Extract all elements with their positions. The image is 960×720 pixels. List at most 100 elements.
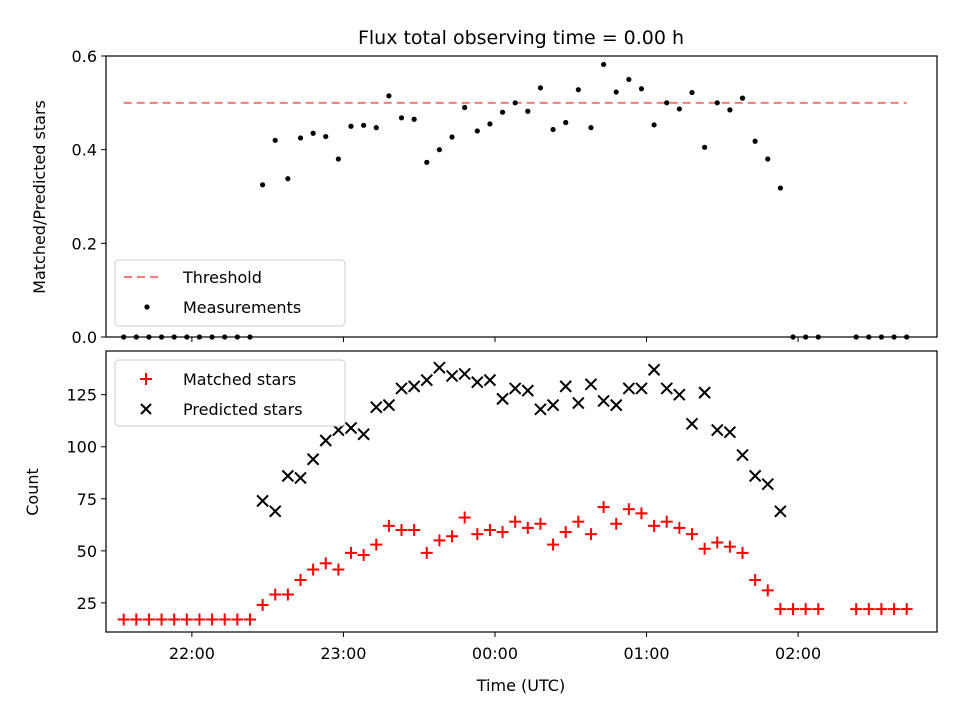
measurement-point — [600, 61, 607, 68]
measurement-point — [474, 128, 480, 134]
measurement-point — [499, 109, 506, 115]
matched-stars-point — [812, 603, 825, 616]
matched-stars-point — [597, 501, 610, 514]
top-y-tick-label: 0.2 — [72, 234, 97, 253]
predicted-stars-point — [774, 505, 787, 518]
matched-stars-point — [622, 503, 635, 516]
measurement-point — [702, 144, 708, 150]
measurement-point — [462, 104, 468, 111]
measurement-point — [638, 86, 645, 92]
matched-stars-point — [850, 603, 863, 616]
measurement-point — [765, 156, 771, 162]
predicted-stars-point — [622, 382, 636, 395]
matched-legend-label: Matched stars — [183, 370, 296, 389]
matched-stars-point — [509, 515, 522, 528]
matched-stars-point — [446, 530, 459, 543]
measurement-point — [689, 89, 695, 96]
predicted-stars-point — [521, 384, 535, 397]
matched-stars-point — [471, 528, 484, 541]
matched-stars-point — [458, 511, 471, 524]
predicted-stars-point — [281, 469, 295, 483]
matched-stars-point — [888, 603, 901, 616]
matched-stars-point — [774, 603, 787, 616]
matched-stars-point — [218, 613, 231, 626]
measurement-point — [310, 130, 316, 136]
predicted-stars-point — [420, 373, 433, 387]
predicted-stars-point — [546, 398, 560, 412]
measurements-legend-label: Measurements — [183, 298, 301, 317]
predicted-stars-point — [407, 380, 421, 393]
matched-stars-point — [294, 573, 307, 586]
measurement-point — [626, 76, 632, 83]
matched-stars-point — [408, 524, 421, 537]
matched-stars-point — [761, 584, 774, 597]
bottom-x-tick-label: 22:00 — [169, 644, 215, 663]
matched-stars-point — [168, 613, 181, 626]
matched-stars-point — [787, 603, 800, 616]
matched-stars-point — [357, 548, 370, 561]
matched-stars-point — [723, 540, 736, 553]
matched-stars-point — [345, 546, 358, 559]
predicted-stars-point — [761, 478, 774, 491]
measurement-point — [525, 108, 531, 114]
predicted-stars-point — [647, 363, 661, 376]
x-axis-label: Time (UTC) — [476, 676, 565, 695]
measurement-point — [436, 147, 443, 153]
matched-stars-point — [206, 613, 219, 626]
matched-stars-point — [799, 603, 812, 616]
predicted-stars-point — [736, 448, 749, 462]
bottom-y-axis: 25 50 75 100 125 — [66, 386, 106, 613]
predicted-stars-point — [382, 398, 396, 412]
top-legend-box — [114, 259, 346, 327]
predicted-stars-point — [660, 382, 673, 395]
bottom-x-tick-label: 02:00 — [775, 644, 821, 663]
predicted-stars-point — [748, 469, 762, 483]
matched-stars-point — [559, 526, 572, 539]
matched-stars-point — [180, 613, 193, 626]
matched-stars-point — [547, 538, 560, 551]
measurement-point — [323, 133, 329, 140]
matched-stars-point — [673, 521, 686, 534]
measurement-point — [361, 122, 367, 128]
bottom-y-axis-label: Count — [23, 468, 42, 516]
measurement-point — [373, 125, 379, 131]
predicted-stars-point — [559, 380, 572, 393]
measurement-point — [613, 89, 619, 95]
matched-stars-point — [648, 519, 661, 532]
matched-stars-point — [117, 613, 130, 626]
bottom-y-tick-label: 25 — [77, 594, 97, 613]
matched-stars-point — [698, 542, 711, 555]
matched-stars-point — [660, 515, 673, 528]
measurement-point — [386, 93, 392, 99]
measurement-point — [424, 159, 430, 165]
predicted-stars-point — [597, 394, 610, 408]
matched-stars-point — [635, 507, 648, 520]
predicted-stars-point — [534, 403, 547, 416]
predicted-stars-point — [458, 367, 471, 381]
matched-stars-point — [256, 598, 269, 611]
matched-stars-point — [382, 519, 395, 532]
matched-stars-point — [281, 588, 294, 601]
predicted-stars-point — [635, 382, 648, 395]
measurement-point — [335, 156, 341, 162]
predicted-stars-point — [508, 382, 522, 395]
measurement-point — [487, 121, 493, 127]
matched-stars-point — [862, 603, 875, 616]
top-y-tick-label: 0.6 — [72, 47, 97, 66]
measurement-point — [676, 106, 682, 112]
predicted-stars-point — [698, 386, 711, 399]
predicted-stars-point — [685, 417, 699, 431]
matched-stars-point — [875, 603, 888, 616]
top-x-axis-ticks — [191, 337, 799, 342]
predicted-stars-point — [294, 471, 307, 485]
bottom-y-tick-label: 50 — [77, 542, 97, 561]
figure-title: Flux total observing time = 0.00 h — [358, 27, 684, 49]
top-y-tick-label: 0.0 — [72, 328, 97, 347]
measurement-point — [714, 100, 720, 106]
predicted-stars-point — [433, 361, 446, 374]
predicted-stars-point — [471, 376, 484, 389]
predicted-stars-point — [370, 400, 383, 414]
bottom-plot-area — [117, 361, 913, 626]
bottom-x-axis: 22:00 23:00 00:00 01:00 02:00 — [169, 632, 821, 663]
